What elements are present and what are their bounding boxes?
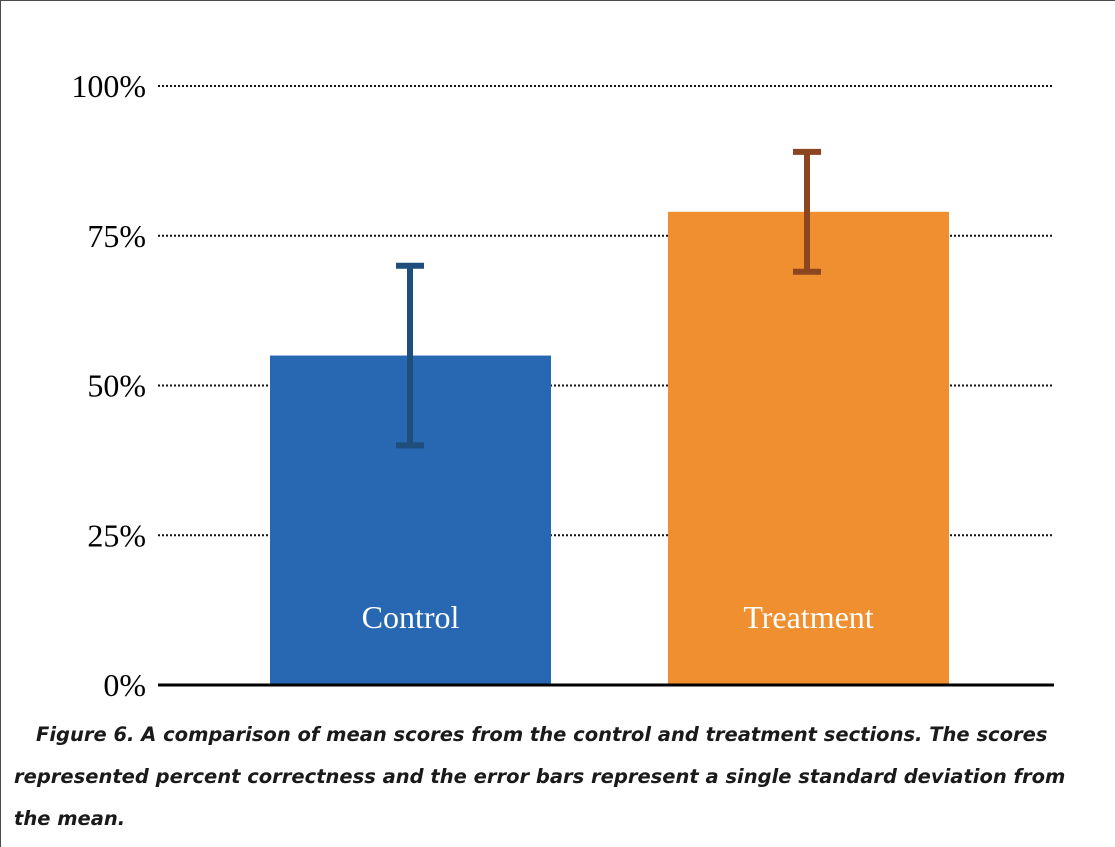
figure-caption: Figure 6. A comparison of mean scores fr… bbox=[14, 723, 1066, 830]
labels: 0% 25% 50% 75% 100% Control Treatment bbox=[71, 68, 873, 703]
y-tick-label-75: 75% bbox=[87, 218, 146, 254]
category-label-treatment: Treatment bbox=[743, 599, 873, 635]
category-label-control: Control bbox=[362, 599, 460, 635]
error-bars bbox=[396, 148, 821, 449]
y-tick-label-25: 25% bbox=[87, 517, 146, 553]
bar-chart: 0% 25% 50% 75% 100% Control Treatment bbox=[71, 68, 1054, 703]
y-tick-label-50: 50% bbox=[87, 368, 146, 404]
bar-treatment bbox=[668, 211, 949, 686]
y-tick-label-0: 0% bbox=[103, 667, 146, 703]
y-tick-label-100: 100% bbox=[71, 68, 146, 104]
